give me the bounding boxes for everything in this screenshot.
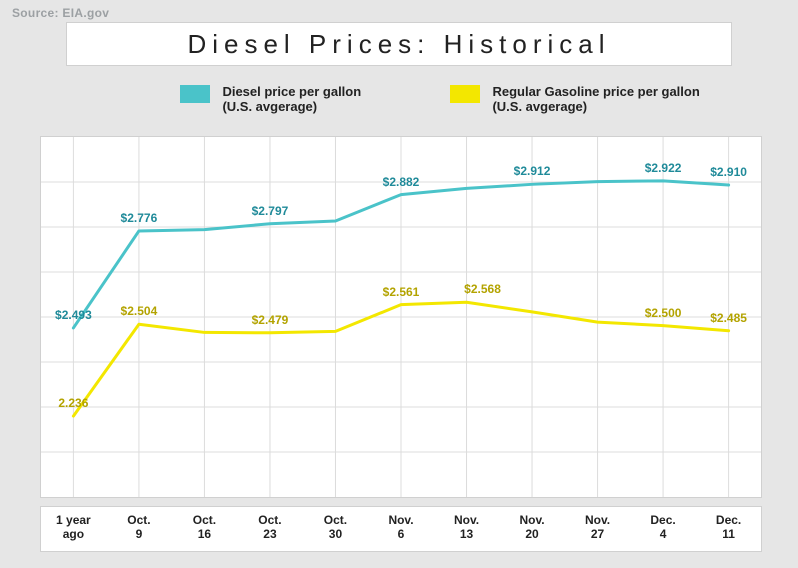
chart-x-axis: 1 year agoOct. 9Oct. 16Oct. 23Oct. 30Nov… <box>40 506 762 552</box>
chart-title: Diesel Prices: Historical <box>66 22 732 66</box>
x-tick: Nov. 20 <box>499 513 564 541</box>
x-tick: 1 year ago <box>41 513 106 541</box>
x-tick: Oct. 30 <box>303 513 368 541</box>
x-tick: Oct. 16 <box>172 513 237 541</box>
legend-item-diesel: Diesel price per gallon (U.S. avgerage) <box>180 84 361 114</box>
legend-label-diesel: Diesel price per gallon (U.S. avgerage) <box>222 84 361 114</box>
value-label-diesel: $2.776 <box>121 211 158 227</box>
legend-label-gas: Regular Gasoline price per gallon (U.S. … <box>492 84 699 114</box>
x-tick: Nov. 13 <box>434 513 499 541</box>
value-label-diesel: $2.882 <box>383 175 420 191</box>
value-label-gas: $2.500 <box>645 306 682 322</box>
value-label-gas: 2.236 <box>58 396 88 412</box>
value-label-gas: $2.561 <box>383 285 420 301</box>
x-tick: Dec. 11 <box>696 513 761 541</box>
value-label-gas: $2.485 <box>710 311 747 327</box>
value-label-gas: $2.568 <box>464 282 501 298</box>
x-tick: Nov. 27 <box>565 513 630 541</box>
legend-swatch-gas <box>450 85 480 103</box>
x-tick: Dec. 4 <box>630 513 695 541</box>
legend-item-gas: Regular Gasoline price per gallon (U.S. … <box>450 84 700 114</box>
value-label-gas: $2.479 <box>252 313 289 329</box>
value-label-gas: $2.504 <box>121 304 158 320</box>
chart-plot-area: $2.493 $2.776 $2.797 $2.882 $2.912 $2.922 $2.9… <box>40 136 762 498</box>
x-tick: Nov. 6 <box>368 513 433 541</box>
chart-legend: Diesel price per gallon (U.S. avgerage) … <box>0 80 798 128</box>
value-label-diesel: $2.922 <box>645 161 682 177</box>
source-attribution: Source: EIA.gov <box>12 6 109 20</box>
legend-swatch-diesel <box>180 85 210 103</box>
value-label-diesel: $2.797 <box>252 204 289 220</box>
value-label-diesel: $2.493 <box>55 308 92 324</box>
value-label-diesel: $2.910 <box>710 165 747 181</box>
x-tick: Oct. 23 <box>237 513 302 541</box>
value-label-diesel: $2.912 <box>514 164 551 180</box>
x-tick: Oct. 9 <box>106 513 171 541</box>
